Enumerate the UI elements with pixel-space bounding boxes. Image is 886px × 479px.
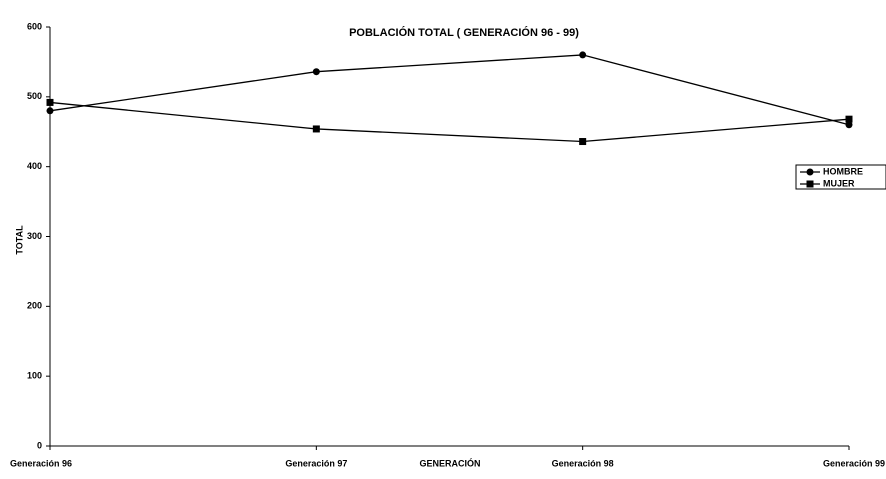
chart-title: POBLACIÓN TOTAL ( GENERACIÓN 96 - 99) xyxy=(349,26,579,39)
x-tick-label: Generación 98 xyxy=(552,458,614,468)
y-tick-label: 400 xyxy=(27,161,42,171)
x-tick-label: Generación 97 xyxy=(285,458,347,468)
marker xyxy=(46,107,54,115)
y-axis-label: TOTAL xyxy=(14,225,24,255)
marker xyxy=(806,168,814,176)
marker xyxy=(806,180,814,188)
marker xyxy=(845,121,853,129)
x-tick-label: Generación 99 xyxy=(823,458,885,468)
series-line xyxy=(49,101,850,143)
marker xyxy=(579,138,587,146)
marker xyxy=(312,68,320,76)
y-tick-label: 0 xyxy=(37,440,42,450)
y-tick-label: 100 xyxy=(27,371,42,381)
legend-label: MUJER xyxy=(823,178,855,188)
y-tick-label: 600 xyxy=(27,21,42,31)
y-tick-label: 500 xyxy=(27,91,42,101)
series-line xyxy=(49,54,850,126)
y-tick-label: 300 xyxy=(27,231,42,241)
x-tick-label: Generación 96 xyxy=(10,458,72,468)
marker xyxy=(46,98,54,106)
marker xyxy=(579,51,587,59)
x-axis-label: GENERACIÓN xyxy=(419,457,480,468)
marker xyxy=(845,115,853,123)
y-tick-label: 200 xyxy=(27,301,42,311)
legend-label: HOMBRE xyxy=(823,166,863,176)
marker xyxy=(312,125,320,133)
